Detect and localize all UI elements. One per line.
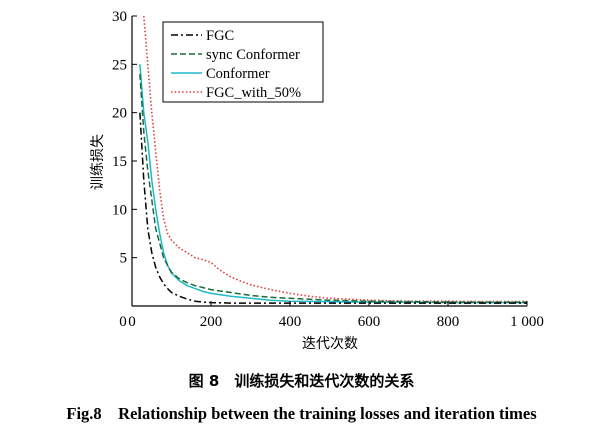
legend-label: FGC_with_50%: [206, 85, 301, 101]
x-tick-label: 200: [200, 314, 223, 330]
y-axis-title: 训练损失: [90, 134, 106, 190]
x-tick-label: 800: [437, 314, 460, 330]
x-axis-title: 迭代次数: [302, 336, 358, 352]
y-tick-label: 5: [120, 251, 128, 267]
plot-lines: [139, 15, 527, 304]
legend-label: sync Conformer: [206, 47, 300, 63]
legend-label: Conformer: [206, 66, 270, 82]
legend: FGC sync Conformer Conformer FGC_with_50%: [162, 21, 324, 103]
y-tick-label: 15: [112, 154, 127, 170]
origin-tick-label: 0: [119, 314, 127, 330]
y-tick-label: 25: [112, 57, 127, 73]
y-tick-label: 30: [112, 9, 127, 25]
x-tick-label: 600: [358, 314, 381, 330]
loss-chart: 0 200 400 600 800 1 000 5 10 15 20 25 30 0 FGC sync C…: [90, 9, 544, 352]
legend-label: FGC: [206, 28, 234, 44]
series-line-sync-conformer: [139, 73, 527, 303]
series-line-fgc: [139, 112, 527, 304]
figure-caption-english: Fig.8 Relationship between the training …: [66, 404, 537, 423]
x-tick-label: 1 000: [510, 314, 544, 330]
series-line-conformer: [139, 64, 527, 304]
figure-caption-chinese: 图 8 训练损失和迭代次数的关系: [188, 372, 415, 390]
y-tick-label: 20: [112, 106, 127, 122]
y-tick-label: 10: [112, 202, 127, 218]
x-tick-label: 0: [128, 314, 136, 330]
x-tick-label: 400: [279, 314, 302, 330]
ticks: 0 200 400 600 800 1 000 5 10 15 20 25 30 0: [112, 9, 544, 330]
